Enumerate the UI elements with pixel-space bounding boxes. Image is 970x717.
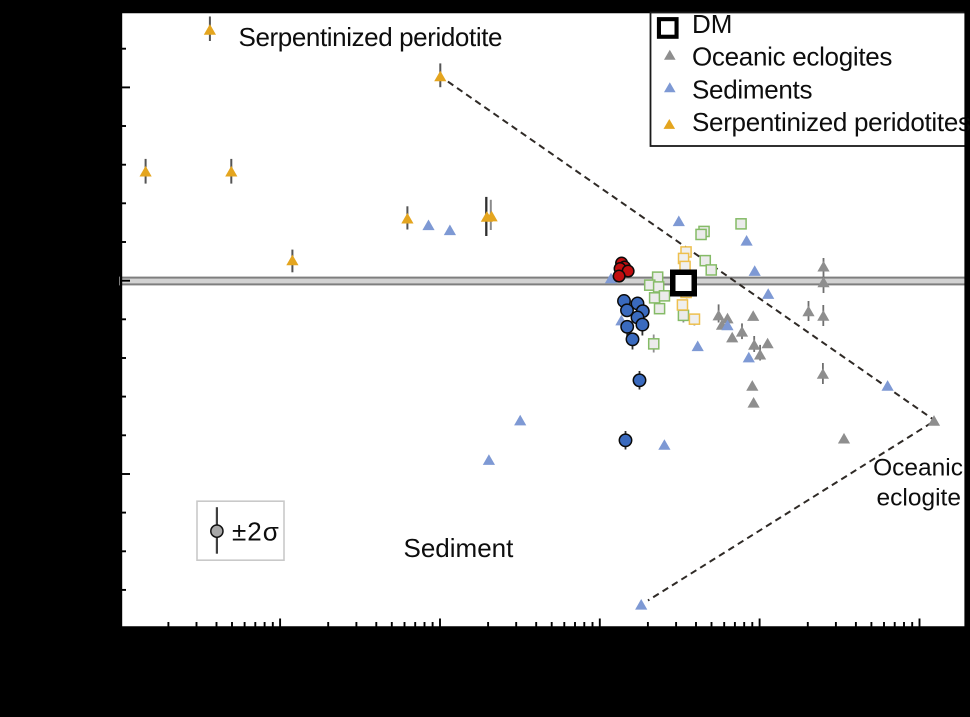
svg-text:±2σ: ±2σ [232,517,280,547]
svg-text:eclogite: eclogite [877,485,961,512]
svg-text:Oceanic eclogites: Oceanic eclogites [692,42,892,72]
svg-text:Serpentinized peridotites: Serpentinized peridotites [692,107,970,137]
svg-text:Sediment: Sediment [404,533,515,563]
svg-text:DM: DM [692,9,732,39]
svg-text:Sediments: Sediments [692,75,812,105]
svg-text:Oceanic: Oceanic [873,455,963,482]
svg-text:Serpentinized peridotite: Serpentinized peridotite [239,22,503,52]
